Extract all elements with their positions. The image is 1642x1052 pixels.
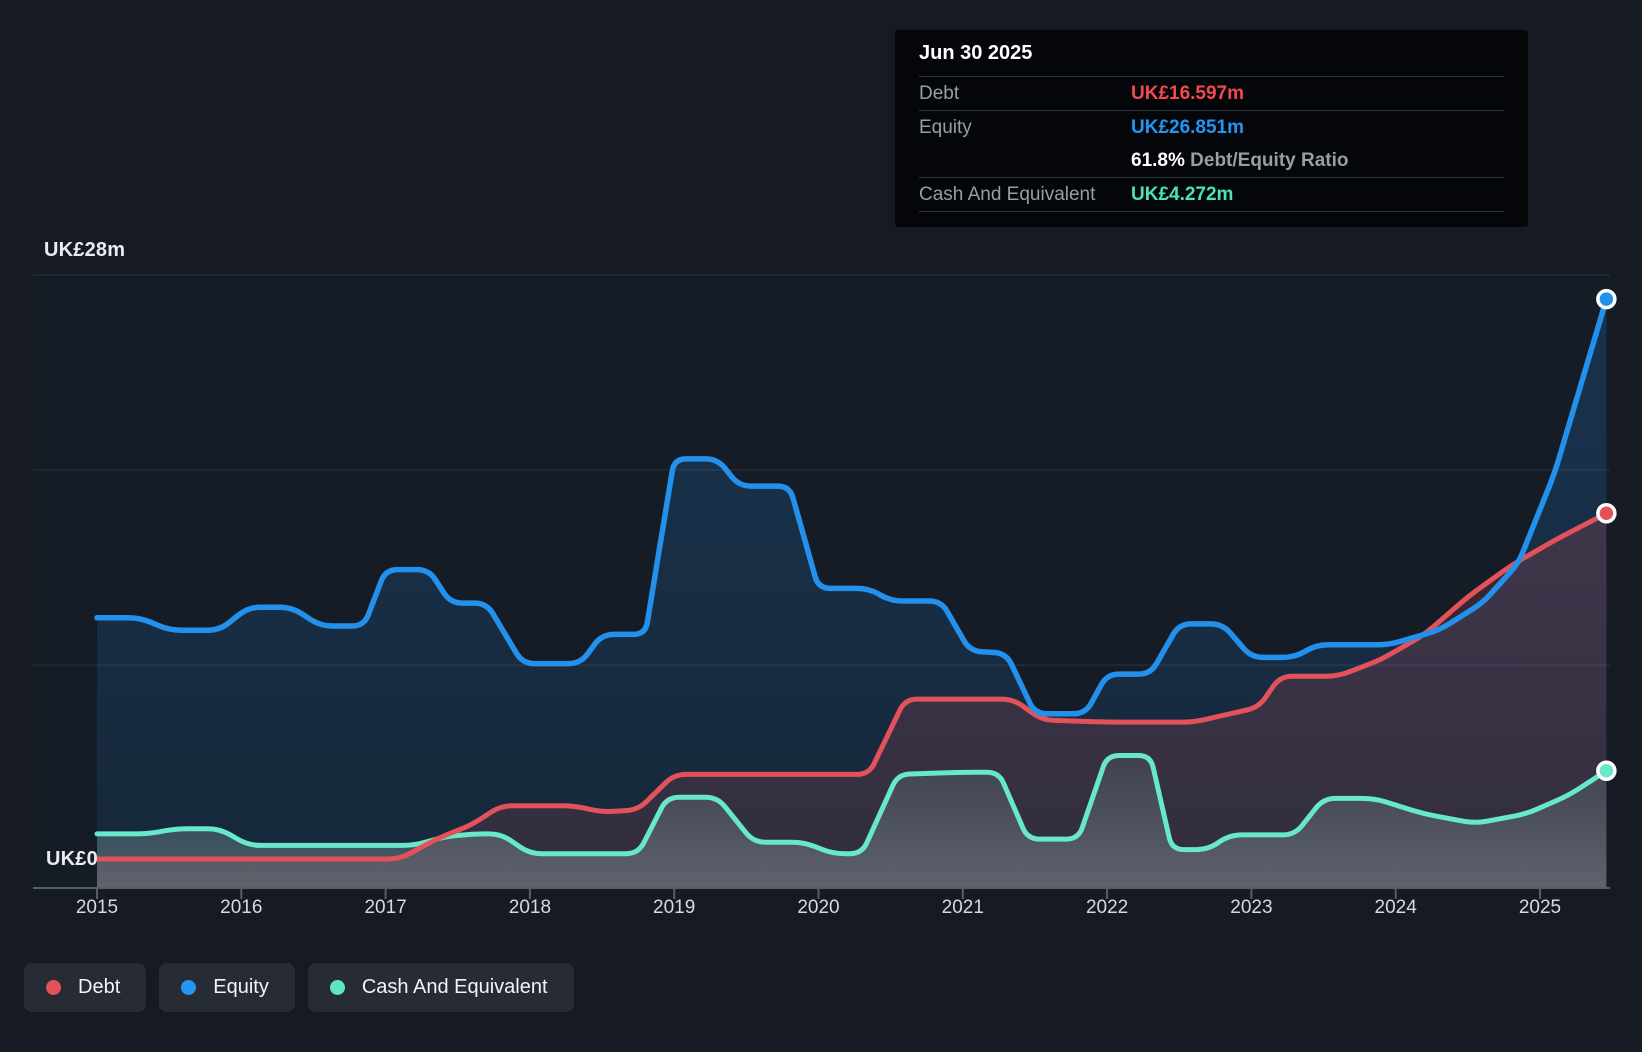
- tooltip-debt-value: UK£16.597m: [1131, 82, 1245, 104]
- x-axis: [33, 887, 1610, 899]
- series-lines: [94, 296, 1610, 862]
- x-axis-label-2023: 2023: [1230, 897, 1273, 918]
- legend-item-equity[interactable]: Equity: [159, 963, 295, 1012]
- x-axis-label-2018: 2018: [508, 897, 552, 918]
- cash-color-dot-icon: [329, 980, 345, 995]
- legend-item-debt[interactable]: Debt: [24, 963, 147, 1012]
- tooltip-row-cash: Cash And Equivalent UK£4.272m: [919, 178, 1504, 212]
- equity-end-dot[interactable]: [1596, 288, 1617, 310]
- debt-end-dot[interactable]: [1596, 503, 1617, 524]
- x-axis-label-2020: 2020: [797, 897, 840, 918]
- x-axis-label-2017: 2017: [364, 897, 407, 918]
- legend-item-cash[interactable]: Cash And Equivalent: [307, 963, 574, 1012]
- cash-and-equivalent-end-dot[interactable]: [1596, 760, 1617, 782]
- series-areas: [97, 299, 1607, 889]
- x-axis-label-2024: 2024: [1374, 897, 1417, 918]
- legend-equity-label: Equity: [213, 976, 269, 998]
- tooltip-date: Jun 30 2025: [919, 30, 1504, 77]
- tooltip-row-debt: Debt UK£16.597m: [919, 77, 1504, 111]
- hover-tooltip-panel: Jun 30 2025 Debt UK£16.597m Equity UK£26…: [895, 30, 1528, 227]
- legend-debt-label: Debt: [78, 976, 121, 998]
- x-axis-label-2025: 2025: [1518, 897, 1562, 918]
- y-axis-label-max: UK£28m: [44, 239, 126, 261]
- tooltip-equity-value: UK£26.851m: [1131, 116, 1245, 138]
- legend: Debt Equity Cash And Equivalent: [24, 963, 574, 1012]
- x-axis-label-2019: 2019: [653, 897, 696, 918]
- equity-color-dot-icon: [181, 980, 197, 995]
- x-axis-label-2021: 2021: [941, 897, 984, 918]
- tooltip-row-ratio: 61.8% Debt/Equity Ratio: [919, 144, 1504, 178]
- tooltip-ratio: 61.8% Debt/Equity Ratio: [1131, 150, 1504, 172]
- tooltip-debt-label: Debt: [919, 82, 960, 104]
- tooltip-cash-value: UK£4.272m: [1131, 183, 1234, 205]
- tooltip-cash-label: Cash And Equivalent: [919, 183, 1096, 205]
- x-axis-label-2015: 2015: [75, 897, 119, 918]
- x-axis-label-2022: 2022: [1085, 897, 1129, 918]
- tooltip-row-equity: Equity UK£26.851m: [919, 111, 1504, 144]
- debt-color-dot-icon: [46, 980, 61, 995]
- tooltip-ratio-label: Debt/Equity Ratio: [1190, 149, 1349, 171]
- series-end-dots: [1596, 288, 1617, 782]
- legend-cash-label: Cash And Equivalent: [361, 976, 548, 998]
- x-axis-label-2016: 2016: [220, 897, 263, 918]
- tooltip-ratio-value: 61.8%: [1131, 149, 1185, 171]
- y-axis-label-zero: UK£0: [46, 848, 98, 870]
- tooltip-equity-label: Equity: [919, 116, 972, 138]
